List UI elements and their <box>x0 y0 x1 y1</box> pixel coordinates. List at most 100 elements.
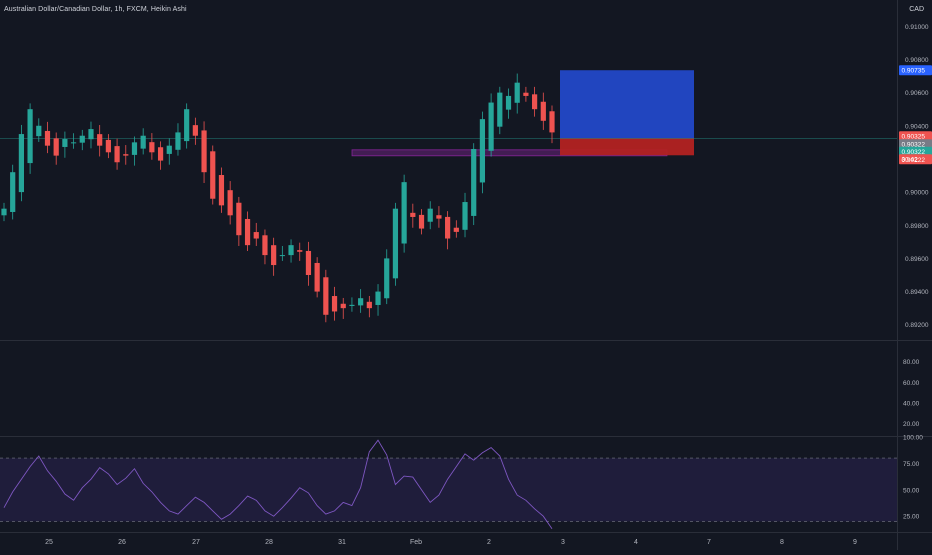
candle-body <box>1 208 7 216</box>
candle <box>236 196 242 246</box>
candle-body <box>532 94 538 110</box>
candle <box>44 121 51 154</box>
candle-body <box>279 255 285 257</box>
candle-body <box>79 135 85 143</box>
price-tick-label: 0.90400 <box>905 123 929 130</box>
price-tag <box>899 146 932 157</box>
candle-body <box>97 134 103 146</box>
time-tick-label: 4 <box>634 539 638 546</box>
candle <box>436 206 442 228</box>
candle-body <box>401 182 407 244</box>
candle <box>479 111 486 194</box>
candle-body <box>227 190 233 216</box>
time-tick-label: 28 <box>265 539 273 546</box>
price-tag <box>899 154 932 165</box>
candle-body <box>540 101 546 121</box>
candle-body <box>123 154 129 156</box>
candle <box>1 202 7 222</box>
price-tick-label: 0.90000 <box>905 190 929 197</box>
target-zone <box>560 70 694 139</box>
candle-body <box>271 245 277 266</box>
candle-body <box>210 151 216 199</box>
candle-body <box>18 134 24 193</box>
candle-body <box>479 119 486 183</box>
candle-body <box>453 227 459 232</box>
candle <box>540 92 546 130</box>
candle <box>288 239 294 263</box>
candle-body <box>549 111 555 133</box>
candle-body <box>244 218 251 246</box>
rsi-band <box>0 458 897 522</box>
candle <box>271 237 277 276</box>
oscillator-tick-label: 80.00 <box>903 359 920 366</box>
candle <box>36 118 42 142</box>
candle-body <box>166 145 172 154</box>
candle <box>375 284 381 316</box>
price-tick-label: 0.90600 <box>905 90 929 97</box>
candle-body <box>88 129 94 140</box>
candle-body <box>505 95 512 110</box>
candle-body <box>62 139 68 147</box>
price-tick-label: 0.89600 <box>905 256 929 263</box>
candle <box>114 138 120 170</box>
time-tick-label: 3 <box>561 539 565 546</box>
candle <box>331 286 338 321</box>
candle <box>218 167 225 213</box>
price-tag-label: 0.90322 <box>902 142 926 149</box>
rsi-tick-label: 50.00 <box>903 487 920 494</box>
candle <box>340 297 346 319</box>
candle-body <box>523 92 529 96</box>
price-tag-label: 0.90735 <box>902 68 926 75</box>
candle <box>305 241 312 286</box>
candle <box>366 295 372 318</box>
price-tick-label: 0.90800 <box>905 57 929 64</box>
candle-body <box>201 130 207 173</box>
price-tag <box>899 131 932 142</box>
candle-body <box>471 148 477 216</box>
candle-body <box>366 301 372 309</box>
chart-title[interactable]: Australian Dollar/Canadian Dollar, 1h, F… <box>4 6 187 13</box>
candle-body <box>340 303 346 309</box>
time-tick-label: 31 <box>338 539 346 546</box>
candle <box>227 181 233 225</box>
price-tick-label: 0.89800 <box>905 223 929 230</box>
oscillator-tick-label: 20.00 <box>903 421 920 428</box>
candle <box>314 257 320 298</box>
candle-body <box>192 125 198 136</box>
countdown-label: 30:42 <box>902 157 919 164</box>
candle <box>244 211 251 251</box>
time-tick-label: Feb <box>410 539 422 546</box>
candle <box>427 201 433 230</box>
candle <box>262 229 268 265</box>
stop-zone <box>560 138 694 156</box>
candle <box>297 242 303 261</box>
time-tick-label: 2 <box>487 539 491 546</box>
time-tick-label: 26 <box>118 539 126 546</box>
candle <box>279 245 285 261</box>
candle-body <box>27 109 33 164</box>
candle <box>323 269 329 323</box>
candle-body <box>427 208 433 222</box>
candle-body <box>314 262 320 292</box>
candle <box>53 132 59 165</box>
candle <box>157 141 164 170</box>
candle <box>192 117 198 145</box>
candle <box>418 209 425 235</box>
candle-body <box>114 146 120 163</box>
candle-body <box>514 82 520 103</box>
candle-body <box>375 291 381 305</box>
currency-label[interactable]: CAD <box>909 6 924 13</box>
price-tick-label: 0.89200 <box>905 322 929 329</box>
candle <box>401 174 407 253</box>
oscillator-tick-label: 40.00 <box>903 400 920 407</box>
candle <box>532 86 538 117</box>
candle-body <box>384 258 390 299</box>
time-tick-label: 8 <box>780 539 784 546</box>
candle <box>10 164 16 220</box>
candle <box>79 129 85 151</box>
candle <box>462 192 468 238</box>
time-tick-label: 7 <box>707 539 711 546</box>
candle <box>184 103 190 149</box>
